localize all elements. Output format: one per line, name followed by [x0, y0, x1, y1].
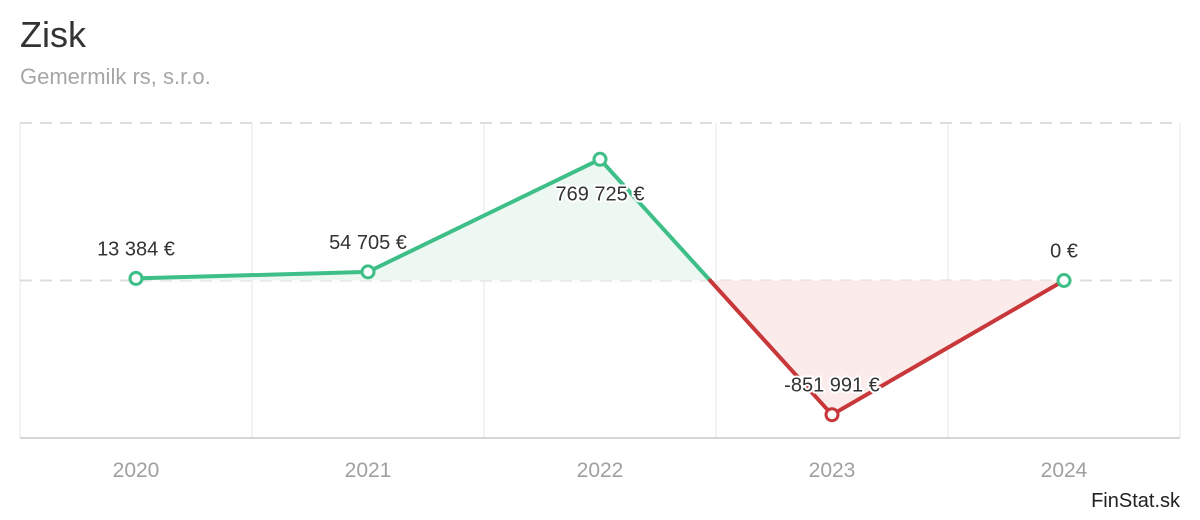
data-point-2023 — [824, 407, 840, 423]
data-label-2022: 769 725 € — [556, 183, 645, 205]
data-label-2024: 0 € — [1050, 241, 1078, 263]
data-point-2022 — [592, 151, 608, 167]
company-subtitle: Gemermilk rs, s.r.o. — [20, 64, 211, 89]
data-point-2024 — [1056, 273, 1072, 288]
data-point-2021 — [360, 264, 376, 280]
x-tick-label-2024: 2024 — [1041, 459, 1088, 482]
x-tick-label-2023: 2023 — [809, 459, 856, 482]
series-line-negative — [708, 278, 834, 417]
series-line-negative — [830, 278, 1066, 417]
chart-title: Zisk — [20, 14, 86, 55]
x-tick-label-2021: 2021 — [345, 459, 392, 482]
data-point-2020 — [128, 270, 144, 286]
series-line-positive — [134, 269, 370, 281]
series-line-positive — [598, 157, 713, 283]
data-label-2020: 13 384 € — [97, 238, 175, 260]
x-tick-label-2022: 2022 — [577, 459, 624, 482]
data-label-2023: -851 991 € — [784, 375, 880, 397]
x-tick-label-2020: 2020 — [113, 459, 160, 482]
data-label-2021: 54 705 € — [329, 232, 407, 254]
finstat-brand-link[interactable]: FinStat.sk — [1091, 490, 1180, 512]
series-line-positive — [366, 157, 602, 274]
